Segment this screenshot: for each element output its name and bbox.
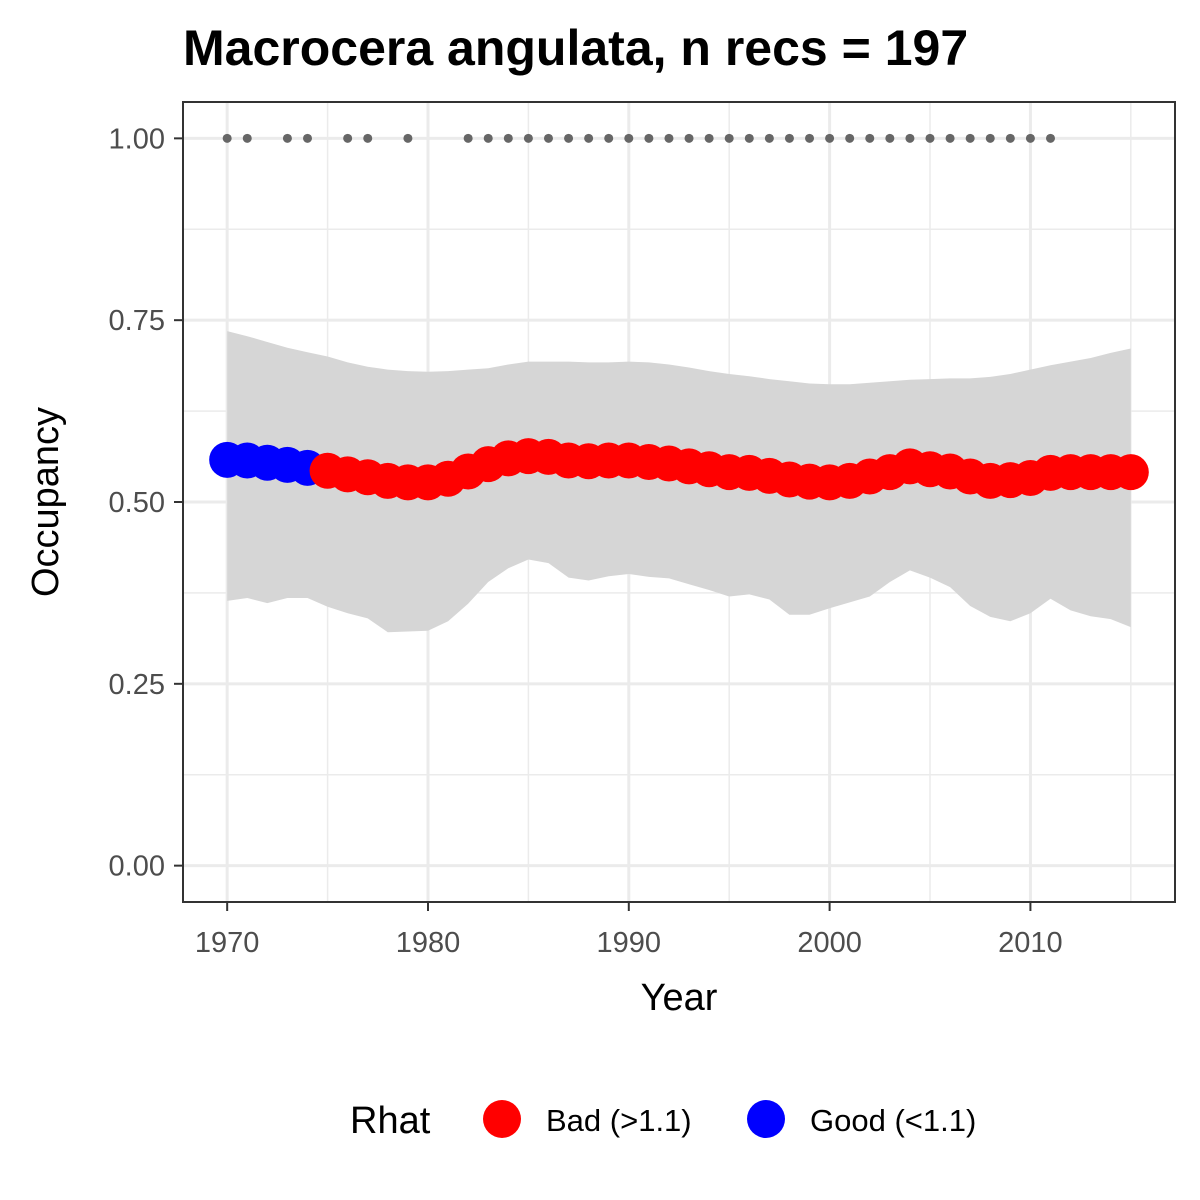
record-points-layer — [222, 133, 1055, 143]
record-point — [584, 133, 594, 143]
y-tick-label: 0.25 — [109, 669, 165, 701]
record-point — [1045, 133, 1055, 143]
legend-swatch-good — [747, 1100, 785, 1138]
record-point — [282, 133, 292, 143]
record-point — [463, 133, 473, 143]
y-tick-label: 0.00 — [109, 851, 165, 883]
record-point — [523, 133, 533, 143]
record-point — [1005, 133, 1015, 143]
legend-title: Rhat — [350, 1100, 431, 1142]
record-point — [985, 133, 995, 143]
record-point — [764, 133, 774, 143]
y-tick-label: 0.75 — [109, 305, 165, 337]
chart-title: Macrocera angulata, n recs = 197 — [183, 20, 968, 76]
y-tick-label: 1.00 — [109, 123, 165, 155]
occupancy-points-layer — [209, 438, 1149, 501]
record-point — [343, 133, 353, 143]
record-point — [624, 133, 634, 143]
record-point — [905, 133, 915, 143]
record-point — [784, 133, 794, 143]
record-point — [744, 133, 754, 143]
x-axis-title: Year — [641, 977, 718, 1019]
x-tick-label: 1990 — [597, 927, 662, 959]
axes: 1970 1980 1990 2000 2010 0.00 0.25 0.50 0.75 1.00 — [109, 123, 1063, 959]
confidence-ribbon — [227, 331, 1131, 633]
record-point — [564, 133, 574, 143]
legend-label-bad: Bad (>1.1) — [546, 1103, 692, 1138]
legend-label-good: Good (<1.1) — [810, 1103, 976, 1138]
x-tick-label: 2000 — [797, 927, 862, 959]
y-tick-label: 0.50 — [109, 487, 165, 519]
record-point — [242, 133, 252, 143]
record-point — [503, 133, 513, 143]
record-point — [483, 133, 493, 143]
record-point — [825, 133, 835, 143]
x-tick-label: 1980 — [396, 927, 461, 959]
record-point — [925, 133, 935, 143]
record-point — [303, 133, 313, 143]
record-point — [403, 133, 413, 143]
confidence-ribbon-layer — [227, 331, 1131, 633]
record-point — [222, 133, 232, 143]
record-point — [965, 133, 975, 143]
record-point — [865, 133, 875, 143]
record-point — [604, 133, 614, 143]
record-point — [724, 133, 734, 143]
record-point — [543, 133, 553, 143]
record-point — [805, 133, 815, 143]
record-point — [1025, 133, 1035, 143]
y-axis-title: Occupancy — [25, 407, 67, 597]
x-tick-label: 2010 — [998, 927, 1063, 959]
record-point — [664, 133, 674, 143]
occupancy-point — [1112, 454, 1149, 491]
record-point — [644, 133, 654, 143]
record-point — [704, 133, 714, 143]
legend: Rhat Bad (>1.1) Good (<1.1) — [350, 1100, 976, 1142]
record-point — [945, 133, 955, 143]
record-point — [684, 133, 694, 143]
record-point — [363, 133, 373, 143]
legend-swatch-bad — [483, 1100, 521, 1138]
x-tick-label: 1970 — [195, 927, 260, 959]
record-point — [885, 133, 895, 143]
record-point — [845, 133, 855, 143]
